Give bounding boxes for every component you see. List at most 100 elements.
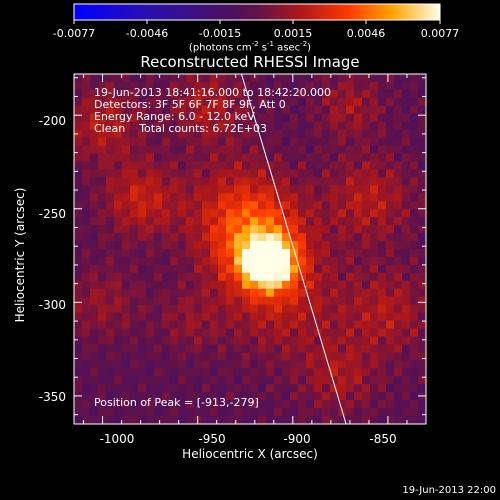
- heatmap-cell: [362, 233, 371, 242]
- heatmap-cell: [274, 384, 283, 393]
- heatmap-cell: [130, 280, 139, 290]
- heatmap-cell: [250, 217, 259, 226]
- heatmap-cell: [130, 264, 139, 274]
- heatmap-cell: [242, 161, 251, 171]
- heatmap-cell: [250, 344, 259, 353]
- heatmap-cell: [154, 161, 163, 171]
- heatmap-cell: [90, 233, 99, 242]
- heatmap-cell: [298, 97, 307, 107]
- heatmap-cell: [354, 185, 363, 194]
- heatmap-cell: [338, 241, 347, 250]
- heatmap-cell: [130, 137, 139, 147]
- heatmap-cell: [322, 121, 331, 131]
- heatmap-cell: [178, 129, 187, 139]
- heatmap-cell: [266, 376, 275, 385]
- heatmap-cell: [410, 153, 419, 163]
- heatmap-cell: [98, 217, 107, 226]
- heatmap-cell: [98, 137, 107, 147]
- heatmap-cell: [98, 177, 107, 186]
- heatmap-cell: [306, 185, 315, 194]
- heatmap-cell: [370, 153, 379, 163]
- heatmap-cell: [178, 312, 187, 322]
- heatmap-cell: [250, 392, 259, 401]
- heatmap-cell: [234, 392, 243, 401]
- heatmap-cell: [170, 137, 179, 147]
- heatmap-cell: [346, 105, 355, 115]
- heatmap-cell: [298, 121, 307, 131]
- heatmap-cell: [410, 304, 419, 314]
- heatmap-cell: [410, 97, 419, 107]
- heatmap-cell: [338, 328, 347, 338]
- heatmap-cell: [410, 81, 419, 91]
- heatmap-cell: [226, 360, 235, 369]
- heatmap-cell: [210, 264, 219, 274]
- heatmap-cell: [266, 217, 275, 226]
- colorbar-tick-label-0: -0.0077: [52, 27, 96, 40]
- heatmap-cell: [314, 304, 323, 314]
- heatmap-cell: [74, 376, 83, 385]
- heatmap-cell: [90, 185, 99, 194]
- heatmap-cell: [138, 392, 147, 401]
- heatmap-cell: [250, 320, 259, 330]
- heatmap-cell: [178, 225, 187, 234]
- heatmap-cell: [370, 225, 379, 234]
- heatmap-cell: [74, 241, 83, 250]
- heatmap-cell: [178, 217, 187, 226]
- heatmap-cell: [266, 360, 275, 369]
- heatmap-cell: [74, 177, 83, 186]
- heatmap-cell: [290, 169, 299, 178]
- heatmap-cell: [338, 81, 347, 91]
- heatmap-cell: [338, 185, 347, 194]
- heatmap-cell: [130, 233, 139, 242]
- heatmap-cell: [98, 209, 107, 218]
- heatmap-cell: [194, 161, 203, 171]
- heatmap-cell: [402, 272, 411, 282]
- heatmap-cell: [146, 81, 155, 91]
- heatmap-cell: [322, 288, 331, 298]
- overlay-energy-range: Energy Range: 6.0 - 12.0 keV: [94, 110, 255, 123]
- heatmap-cell: [170, 201, 179, 210]
- heatmap-cell: [410, 272, 419, 282]
- heatmap-cell: [338, 392, 347, 401]
- heatmap-cell: [362, 376, 371, 385]
- heatmap-cell: [234, 352, 243, 361]
- heatmap-cell: [386, 241, 395, 250]
- heatmap-cell: [170, 129, 179, 139]
- heatmap-cell: [114, 328, 123, 338]
- heatmap-cell: [186, 185, 195, 194]
- heatmap-cell: [194, 288, 203, 298]
- heatmap-cell: [162, 344, 171, 353]
- heatmap-cell: [282, 249, 291, 258]
- heatmap-cell: [298, 336, 307, 346]
- heatmap-cell: [306, 264, 315, 274]
- heatmap-cell: [242, 416, 251, 424]
- heatmap-cell: [402, 121, 411, 131]
- heatmap-cell: [122, 81, 131, 91]
- heatmap-cell: [378, 169, 387, 178]
- heatmap-cell: [394, 105, 403, 115]
- heatmap-cell: [122, 177, 131, 186]
- heatmap-cell: [218, 296, 227, 306]
- heatmap-cell: [74, 344, 83, 353]
- heatmap-cell: [346, 288, 355, 298]
- heatmap-cell: [306, 137, 315, 147]
- heatmap-cell: [106, 161, 115, 171]
- heatmap-cell: [290, 384, 299, 393]
- heatmap-cell: [346, 328, 355, 338]
- heatmap-cell: [290, 352, 299, 361]
- heatmap-cell: [234, 264, 243, 274]
- heatmap-cell: [314, 336, 323, 346]
- heatmap-cell: [410, 89, 419, 99]
- heatmap-cell: [250, 368, 259, 377]
- heatmap-cell: [178, 336, 187, 346]
- heatmap-cell: [410, 408, 419, 417]
- heatmap-cell: [418, 113, 426, 123]
- heatmap-cell: [194, 400, 203, 409]
- heatmap-cell: [82, 105, 91, 115]
- heatmap-cell: [154, 392, 163, 401]
- heatmap-cell: [74, 400, 83, 409]
- heatmap-cell: [194, 376, 203, 385]
- heatmap-cell: [306, 336, 315, 346]
- heatmap-cell: [90, 272, 99, 282]
- heatmap-cell: [226, 137, 235, 147]
